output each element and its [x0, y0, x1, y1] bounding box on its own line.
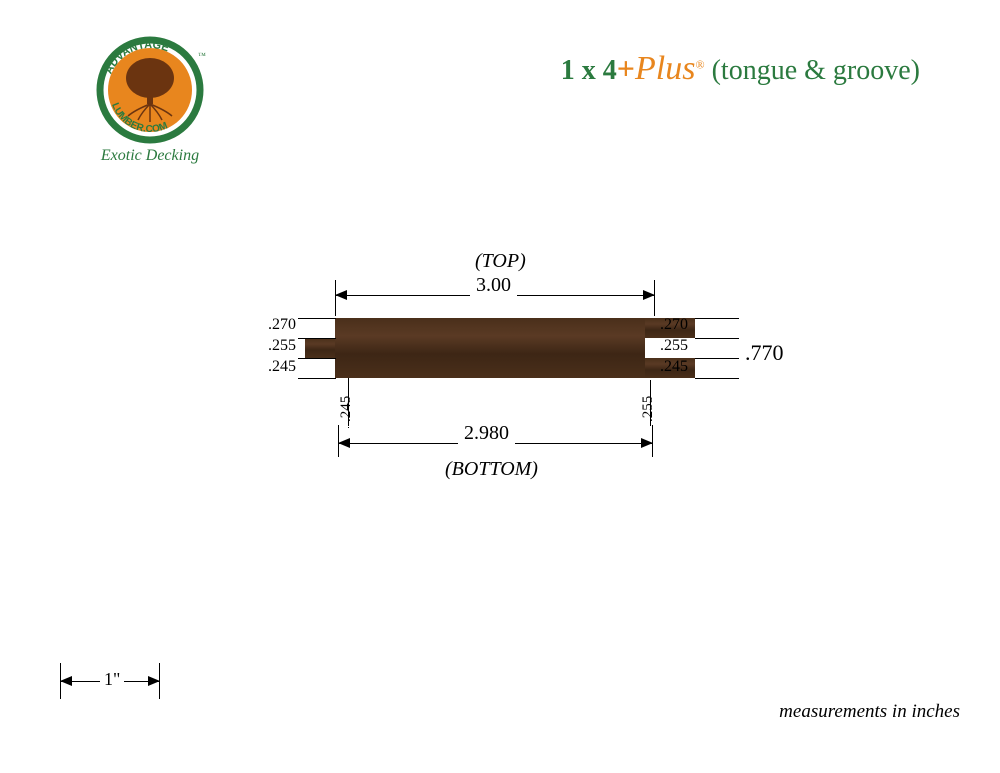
units-footnote: measurements in inches [779, 701, 960, 723]
left-seg-2: .245 [244, 356, 296, 377]
right-seg-2: .245 [660, 356, 702, 377]
scale-value: 1" [100, 669, 124, 690]
logo-svg: ADVANTAGE LUMBER.COM ™ Exotic Decking [80, 30, 220, 170]
bottom-width-value: 2.980 [458, 422, 515, 445]
bottom-width-dimension: 2.980 [338, 428, 653, 458]
tongue-depth-value: .245 [338, 396, 355, 422]
board-body [335, 318, 645, 378]
logo-tagline: Exotic Decking [100, 147, 199, 164]
title-size: 1 x 4 [561, 55, 617, 86]
top-width-dimension: 3.00 [335, 280, 655, 310]
total-height-value: .770 [745, 340, 784, 366]
bottom-label: (BOTTOM) [445, 458, 538, 481]
groove-depth-value: .255 [640, 396, 657, 422]
right-segment-dimensions: .270 .255 .245 [660, 314, 702, 377]
title-plus-text: Plus [635, 50, 695, 87]
cross-section-diagram: (TOP) 3.00 .270 .255 .245 .270 .255 .245 [190, 250, 810, 550]
title-registered: ® [695, 58, 704, 72]
logo-tm: ™ [198, 51, 206, 60]
left-seg-1: .255 [244, 335, 296, 356]
left-seg-0: .270 [244, 314, 296, 335]
brand-logo: ADVANTAGE LUMBER.COM ™ Exotic Decking [80, 30, 220, 170]
top-width-value: 3.00 [470, 274, 517, 297]
left-segment-dimensions: .270 .255 .245 [244, 314, 296, 377]
title-plus-symbol: + [617, 50, 635, 86]
board-tongue [305, 338, 337, 358]
top-label: (TOP) [475, 250, 526, 273]
scale-reference: 1" [60, 663, 160, 703]
title-description: (tongue & groove) [712, 55, 920, 86]
board-profile [305, 318, 695, 378]
product-title: 1 x 4+Plus® (tongue & groove) [561, 50, 920, 88]
